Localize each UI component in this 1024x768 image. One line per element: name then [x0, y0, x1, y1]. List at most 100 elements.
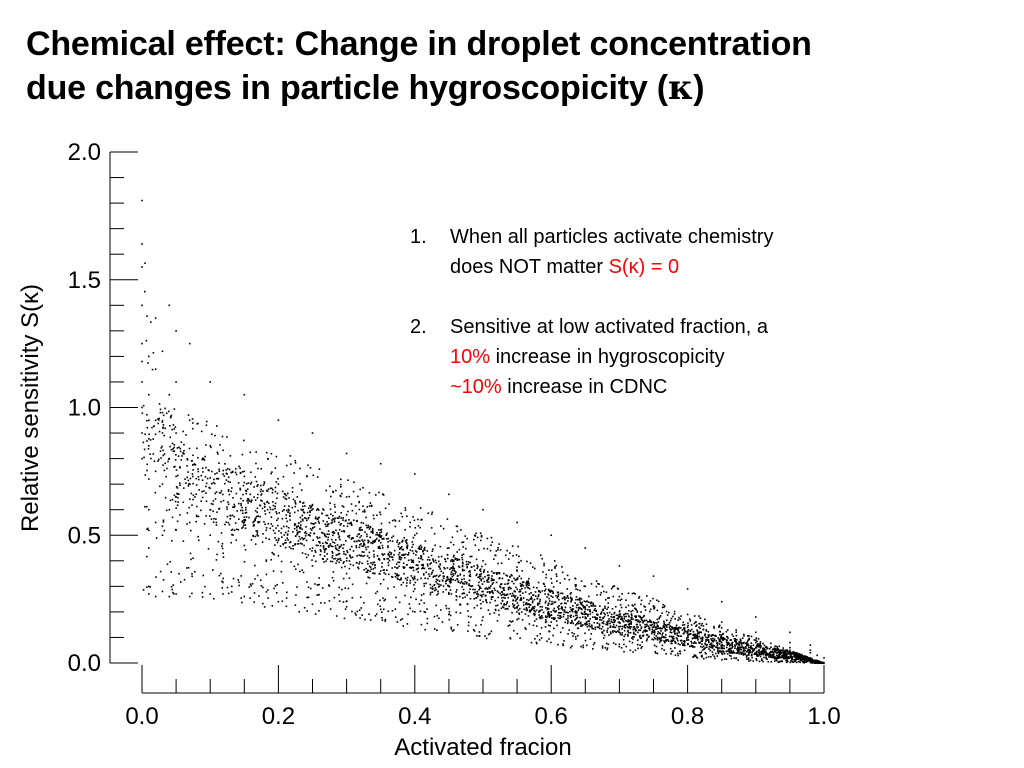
data-point [245, 516, 248, 518]
data-point [670, 652, 672, 655]
note-1-line-2: does NOT matter S(κ) = 0 [450, 252, 880, 282]
data-point [373, 561, 376, 564]
data-point [773, 650, 776, 652]
data-point [501, 591, 504, 594]
data-point [413, 584, 415, 586]
data-point [284, 531, 287, 534]
data-point [634, 593, 636, 595]
note-1-text: When all particles activate chemistry do… [450, 222, 880, 282]
data-point [177, 496, 179, 499]
data-point [360, 607, 362, 609]
data-point [186, 458, 189, 460]
data-point [446, 554, 449, 556]
data-point [632, 618, 634, 620]
data-point [438, 575, 440, 578]
data-point [388, 551, 391, 553]
data-point [805, 661, 808, 663]
data-point [205, 500, 208, 503]
data-point [764, 651, 766, 653]
data-point [631, 616, 633, 619]
data-point [402, 567, 405, 570]
data-point [385, 569, 388, 571]
data-point [548, 638, 550, 640]
data-point [569, 610, 571, 613]
data-point [638, 615, 640, 617]
data-point [420, 546, 423, 549]
data-point [565, 602, 567, 605]
data-point [758, 649, 761, 651]
data-point [327, 517, 330, 519]
data-point [604, 647, 607, 649]
data-point [343, 525, 345, 527]
data-point [179, 484, 181, 486]
data-point [478, 575, 480, 578]
data-point [170, 571, 173, 573]
data-point [257, 521, 259, 523]
data-point [745, 642, 747, 645]
data-point [655, 645, 658, 648]
data-point [493, 587, 496, 590]
data-point [182, 487, 185, 489]
data-point [499, 586, 502, 589]
data-point [215, 477, 218, 480]
data-point [782, 654, 784, 656]
data-point [414, 550, 417, 552]
data-point [265, 573, 268, 576]
data-point [310, 506, 313, 508]
data-point [433, 584, 436, 586]
data-point [807, 659, 810, 661]
data-point [577, 609, 580, 612]
data-point [379, 599, 381, 602]
data-point [189, 552, 192, 555]
data-point [412, 590, 415, 593]
data-point [144, 433, 146, 436]
data-point [438, 583, 440, 586]
data-point [191, 592, 193, 595]
data-point [275, 511, 277, 513]
data-point [349, 548, 351, 551]
data-point [151, 426, 153, 429]
data-point [531, 601, 534, 604]
data-point [280, 560, 283, 563]
data-point [411, 561, 413, 563]
data-point [539, 605, 542, 608]
data-point [185, 434, 187, 436]
data-point [397, 545, 400, 548]
data-point [655, 622, 658, 624]
data-point [510, 621, 513, 623]
data-point [239, 487, 241, 490]
data-point [378, 539, 381, 542]
data-point [621, 628, 623, 630]
data-point [470, 585, 473, 588]
data-point [755, 637, 758, 639]
data-point [816, 659, 818, 662]
data-point [567, 615, 569, 617]
data-point [695, 656, 698, 659]
data-point [495, 571, 498, 574]
data-point [256, 511, 259, 513]
data-point [569, 615, 571, 617]
data-point [728, 649, 730, 651]
data-point [332, 490, 334, 493]
data-point [226, 506, 228, 508]
data-point [162, 578, 165, 581]
data-point [242, 526, 244, 528]
data-point [791, 661, 794, 663]
data-point [564, 611, 567, 614]
data-point [528, 587, 531, 590]
data-point [333, 520, 336, 523]
data-point [612, 642, 615, 644]
data-point [742, 653, 744, 655]
data-point [756, 645, 758, 648]
data-point [400, 577, 402, 579]
data-point [708, 646, 711, 648]
data-point [404, 577, 407, 580]
data-point [751, 647, 754, 650]
data-point [446, 567, 449, 569]
data-point [425, 582, 427, 585]
data-point [418, 545, 421, 548]
data-point [544, 588, 547, 591]
data-point [361, 551, 364, 553]
data-point [584, 608, 587, 611]
data-point [584, 610, 586, 613]
